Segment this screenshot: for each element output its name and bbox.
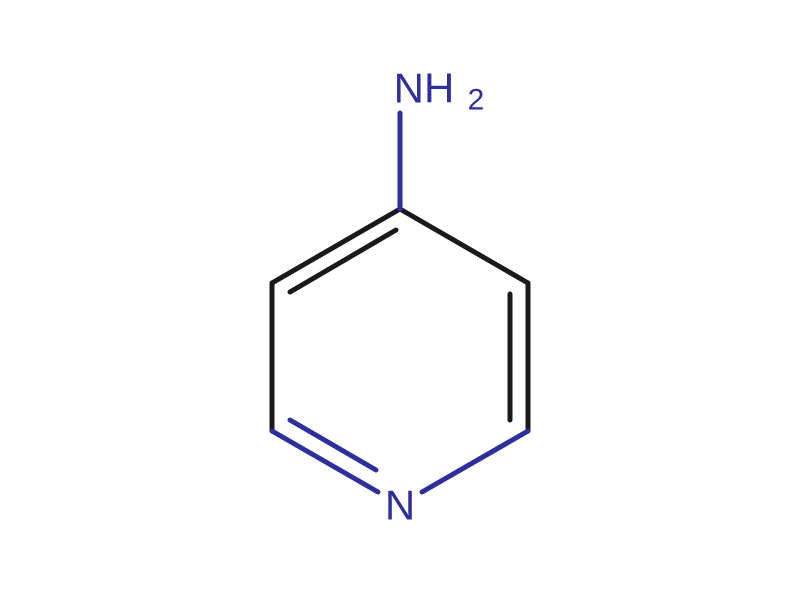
molecule-diagram: N NH 2 [0, 0, 800, 600]
bond-c3-c4 [400, 209, 528, 283]
ring-nitrogen-label: N [385, 482, 415, 529]
bond-c4-c5 [272, 209, 400, 283]
amine-group-subscript: 2 [468, 84, 485, 117]
amine-group-label: NH [394, 65, 455, 112]
bond-c6-n-double [290, 420, 376, 470]
bond-n-c2 [422, 431, 528, 492]
